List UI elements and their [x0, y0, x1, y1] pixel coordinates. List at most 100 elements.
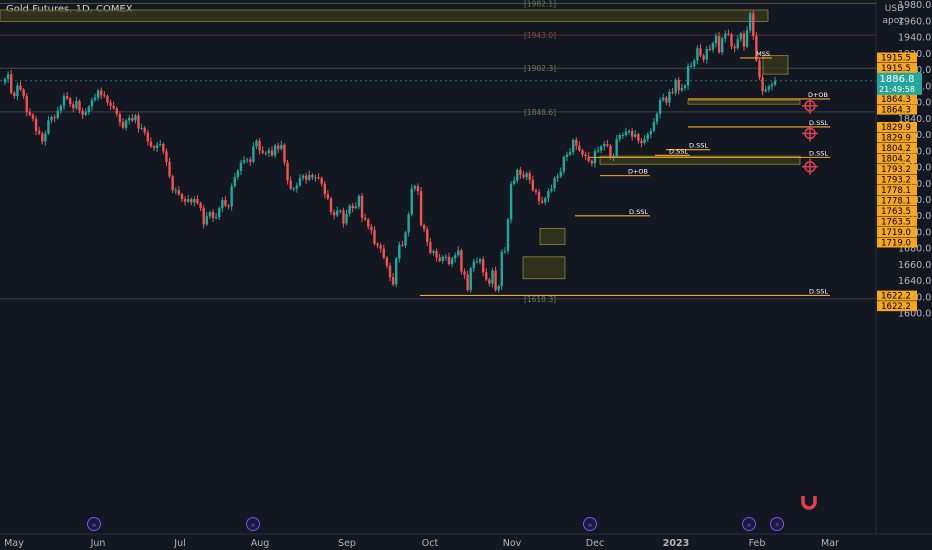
- candle[interactable]: [78, 100, 81, 111]
- candle[interactable]: [329, 198, 333, 213]
- order-block-zone[interactable]: [687, 99, 801, 105]
- candle[interactable]: [534, 190, 538, 192]
- candle[interactable]: [363, 217, 367, 220]
- candle[interactable]: [137, 115, 140, 129]
- candle[interactable]: [22, 89, 25, 97]
- candle[interactable]: [655, 113, 659, 123]
- candle[interactable]: [770, 84, 774, 87]
- candle[interactable]: [413, 186, 417, 189]
- candle[interactable]: [488, 279, 491, 284]
- candle[interactable]: [460, 250, 463, 272]
- candle[interactable]: [640, 140, 643, 144]
- candle[interactable]: [317, 177, 320, 179]
- candle[interactable]: [596, 150, 600, 152]
- candle[interactable]: [509, 183, 513, 220]
- candle[interactable]: [422, 225, 426, 230]
- candle[interactable]: [295, 185, 299, 189]
- candle[interactable]: [562, 156, 566, 172]
- candle[interactable]: [168, 161, 171, 177]
- candle[interactable]: [727, 33, 730, 35]
- candle[interactable]: [522, 174, 525, 178]
- candle[interactable]: [62, 96, 66, 106]
- candle[interactable]: [512, 180, 516, 184]
- candle[interactable]: [230, 186, 233, 207]
- candle[interactable]: [10, 74, 13, 93]
- candle[interactable]: [506, 219, 510, 252]
- candle[interactable]: [649, 130, 653, 135]
- economic-event-icon[interactable]: [742, 517, 756, 531]
- candle[interactable]: [159, 143, 162, 145]
- candle[interactable]: [528, 173, 531, 180]
- candle[interactable]: [696, 48, 699, 61]
- candle[interactable]: [298, 178, 302, 186]
- candle[interactable]: [438, 257, 441, 261]
- order-block-zone[interactable]: [0, 9, 769, 22]
- currency-label[interactable]: USD: [884, 4, 904, 14]
- candle[interactable]: [711, 43, 715, 50]
- candle[interactable]: [367, 219, 370, 227]
- candle[interactable]: [612, 156, 615, 158]
- candle[interactable]: [550, 188, 553, 192]
- candle[interactable]: [224, 199, 227, 206]
- candle[interactable]: [75, 100, 78, 109]
- candle[interactable]: [115, 108, 118, 114]
- candle[interactable]: [326, 194, 330, 199]
- candle[interactable]: [519, 169, 522, 175]
- candle[interactable]: [56, 110, 59, 118]
- candle[interactable]: [140, 127, 143, 129]
- candle[interactable]: [435, 251, 438, 258]
- candle[interactable]: [618, 135, 621, 140]
- candle[interactable]: [323, 183, 326, 195]
- candle[interactable]: [193, 199, 196, 203]
- candle[interactable]: [273, 145, 277, 156]
- candle[interactable]: [277, 145, 280, 149]
- candle[interactable]: [603, 143, 606, 147]
- candle[interactable]: [457, 250, 460, 256]
- candle[interactable]: [609, 145, 612, 157]
- candle[interactable]: [376, 243, 379, 246]
- candle[interactable]: [702, 55, 705, 60]
- candle[interactable]: [447, 256, 451, 265]
- candle[interactable]: [149, 141, 153, 147]
- candle[interactable]: [155, 144, 159, 149]
- candle[interactable]: [280, 144, 283, 149]
- candle[interactable]: [196, 199, 199, 204]
- candle[interactable]: [584, 154, 587, 157]
- order-block-zone[interactable]: [522, 256, 566, 280]
- candle[interactable]: [118, 113, 122, 123]
- candle[interactable]: [44, 133, 47, 142]
- candle[interactable]: [320, 178, 323, 184]
- magnet-icon[interactable]: [801, 496, 817, 510]
- candle[interactable]: [671, 92, 674, 94]
- candle[interactable]: [50, 117, 53, 121]
- candle[interactable]: [19, 85, 22, 90]
- candle[interactable]: [668, 92, 671, 103]
- candle[interactable]: [34, 118, 38, 131]
- candle[interactable]: [587, 156, 590, 162]
- candle[interactable]: [531, 179, 535, 191]
- candle[interactable]: [606, 143, 609, 146]
- candle[interactable]: [739, 33, 743, 40]
- candle[interactable]: [162, 143, 165, 152]
- candle[interactable]: [199, 203, 202, 209]
- candle[interactable]: [559, 171, 562, 177]
- candle[interactable]: [103, 95, 106, 97]
- candle[interactable]: [721, 38, 724, 53]
- candle[interactable]: [478, 259, 482, 262]
- candle[interactable]: [733, 46, 736, 49]
- candle[interactable]: [503, 251, 507, 253]
- candle[interactable]: [599, 146, 603, 151]
- candle[interactable]: [689, 66, 693, 68]
- candle[interactable]: [699, 48, 702, 56]
- candle[interactable]: [131, 117, 134, 121]
- candle[interactable]: [497, 286, 500, 291]
- candle[interactable]: [742, 33, 746, 47]
- candle[interactable]: [360, 195, 364, 218]
- candle[interactable]: [373, 230, 376, 244]
- candle[interactable]: [286, 162, 289, 181]
- candle[interactable]: [270, 150, 274, 156]
- economic-event-icon[interactable]: [87, 517, 101, 531]
- candle[interactable]: [745, 30, 749, 47]
- candle[interactable]: [90, 100, 94, 107]
